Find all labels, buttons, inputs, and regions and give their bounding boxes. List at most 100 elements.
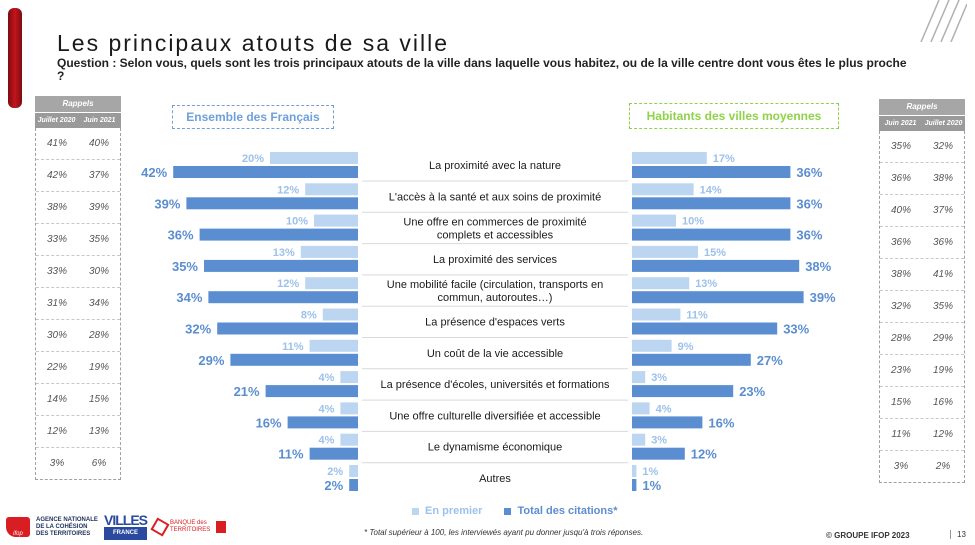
bar-right-first: [632, 214, 676, 227]
rappels-cell: 38%: [932, 173, 953, 184]
bar-left-first: [340, 402, 358, 415]
data-label-left-total: 11%: [278, 447, 304, 462]
category-label: Un coût de la vie accessible: [427, 348, 563, 360]
rappels-cell: 38%: [46, 202, 67, 213]
data-label-left-total: 36%: [168, 228, 194, 243]
bar-right-first: [632, 433, 646, 446]
bar-left-first: [314, 214, 358, 227]
data-label-right-first: 17%: [713, 153, 735, 165]
rappels-col1: Juin 2021: [884, 120, 917, 127]
rappels-cell: 36%: [932, 237, 953, 248]
partner-logos: ifop AGENCE NATIONALE DE LA COHÉSION DES…: [6, 512, 227, 540]
rappels-row: 38% 41%: [880, 259, 964, 291]
rappels-col2: Juillet 2020: [924, 120, 963, 127]
rappels-cell: 39%: [88, 202, 109, 213]
rappels-row: 33% 35%: [36, 224, 120, 256]
data-label-left-first: 4%: [318, 435, 334, 447]
data-label-left-first: 2%: [327, 466, 343, 478]
rappels-row: 12% 13%: [36, 416, 120, 448]
bar-left-first: [305, 277, 358, 290]
rappels-row: 33% 30%: [36, 256, 120, 288]
rappels-cell: 30%: [88, 266, 109, 277]
bar-right-total: [632, 166, 791, 178]
data-label-right-first: 4%: [656, 403, 672, 415]
category-label: Une mobilité facile (circulation, transp…: [387, 279, 603, 291]
bar-right-total: [632, 416, 703, 429]
bar-right-first: [632, 308, 681, 321]
banque-des-territoires-logo: BANQUE des TERRITOIRES: [150, 517, 211, 537]
rappels-cell: 15%: [890, 397, 911, 408]
data-label-right-total: 36%: [796, 196, 822, 211]
copyright: © GROUPE IFOP 2023: [826, 531, 910, 540]
rappels-row: 38% 39%: [36, 192, 120, 224]
bar-left-first: [349, 465, 358, 477]
data-label-left-first: 13%: [273, 247, 295, 259]
bar-right-total: [632, 353, 751, 366]
bar-left-total: [186, 197, 358, 210]
data-label-right-total: 27%: [757, 353, 783, 368]
rappels-header: Rappels: [879, 99, 965, 115]
bar-right-total: [632, 197, 791, 210]
bar-left-first: [309, 339, 358, 352]
category-label: Le dynamisme économique: [428, 442, 563, 454]
page-title: Les principaux atouts de sa ville: [57, 30, 450, 56]
decorative-lines: [920, 0, 967, 42]
rappels-cell: 16%: [932, 397, 953, 408]
bar-left-total: [230, 353, 358, 366]
rappels-row: 31% 34%: [36, 288, 120, 320]
republique-francaise-logo: [216, 521, 227, 533]
category-label: commun, autoroutes…): [438, 292, 553, 304]
category-label: La proximité des services: [433, 254, 558, 266]
rappels-cell: 35%: [88, 234, 109, 245]
rappels-cell: 33%: [46, 234, 67, 245]
data-label-right-total: 1%: [642, 478, 661, 493]
data-label-right-first: 15%: [704, 247, 726, 259]
legend-item-first: En premier: [412, 505, 482, 517]
rappels-cell: 32%: [932, 141, 953, 152]
rappels-cell: 30%: [46, 330, 67, 341]
brand-bar: [8, 8, 22, 108]
rappels-row: 28% 29%: [880, 323, 964, 355]
rappels-row: 22% 19%: [36, 352, 120, 384]
rappels-cell: 13%: [88, 426, 109, 437]
rappels-cell: 37%: [88, 170, 109, 181]
bar-left-total: [287, 416, 358, 429]
rappels-cell: 36%: [890, 237, 911, 248]
rappels-cell: 42%: [46, 170, 67, 181]
bdt-logo-text: BANQUE des TERRITOIRES: [170, 520, 211, 533]
rappels-cell: 11%: [891, 429, 911, 440]
data-label-left-total: 42%: [141, 165, 167, 180]
data-label-right-first: 10%: [682, 216, 704, 228]
rappels-cell: 14%: [46, 394, 67, 405]
data-label-left-first: 11%: [282, 341, 304, 353]
rappels-body: 35% 32% 36% 38% 40% 37% 36% 36% 38% 41% 32% 35% 28% 2…: [879, 131, 965, 483]
category-label: Autres: [479, 473, 511, 485]
rappels-row: 14% 15%: [36, 384, 120, 416]
rappels-cell: 32%: [890, 301, 911, 312]
villes-logo-sub: FRANCE: [104, 527, 148, 540]
bar-left-total: [204, 259, 358, 272]
data-label-left-total: 39%: [154, 196, 180, 211]
rappels-cell: 38%: [890, 269, 911, 280]
rappels-cell: 28%: [88, 330, 109, 341]
bar-right-first: [632, 183, 694, 196]
villes-logo-text: VILLES: [104, 512, 148, 528]
rappels-cell: 28%: [890, 333, 911, 344]
data-label-left-total: 16%: [256, 415, 282, 430]
data-label-right-first: 3%: [651, 372, 667, 384]
rappels-cell: 19%: [88, 362, 109, 373]
data-label-left-total: 21%: [234, 384, 260, 399]
bar-left-first: [300, 245, 358, 258]
rappels-cell: 22%: [46, 362, 67, 373]
legend-label-total: Total des citations*: [517, 505, 618, 517]
rappels-cell: 12%: [932, 429, 953, 440]
rappels-cell: 3%: [49, 458, 65, 469]
data-label-right-first: 9%: [678, 341, 694, 353]
data-label-right-first: 1%: [642, 466, 658, 478]
data-label-left-total: 2%: [324, 478, 343, 493]
data-label-right-total: 23%: [739, 384, 765, 399]
data-label-left-first: 10%: [286, 216, 308, 228]
group-label-villes-moyennes: Habitants des villes moyennes: [629, 103, 839, 129]
bar-left-total: [173, 166, 358, 178]
rappels-row: 35% 32%: [880, 131, 964, 163]
